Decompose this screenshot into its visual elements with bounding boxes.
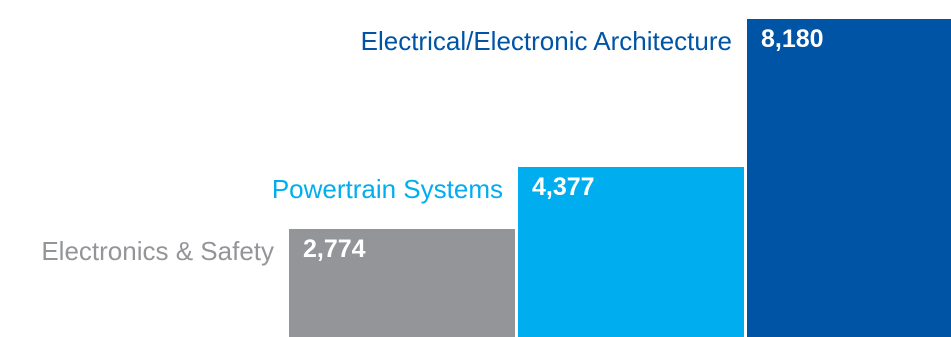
- bar: 4,377: [518, 167, 744, 337]
- bar: 8,180: [747, 19, 951, 337]
- bar-value-label: 8,180: [761, 25, 824, 53]
- category-label: Electrical/Electronic Architecture: [360, 26, 732, 56]
- category-label: Powertrain Systems: [271, 174, 503, 204]
- bar-value-label: 2,774: [303, 235, 366, 263]
- category-label: Electronics & Safety: [41, 236, 274, 266]
- bar: 2,774: [289, 229, 515, 337]
- bar-value-label: 4,377: [532, 173, 595, 201]
